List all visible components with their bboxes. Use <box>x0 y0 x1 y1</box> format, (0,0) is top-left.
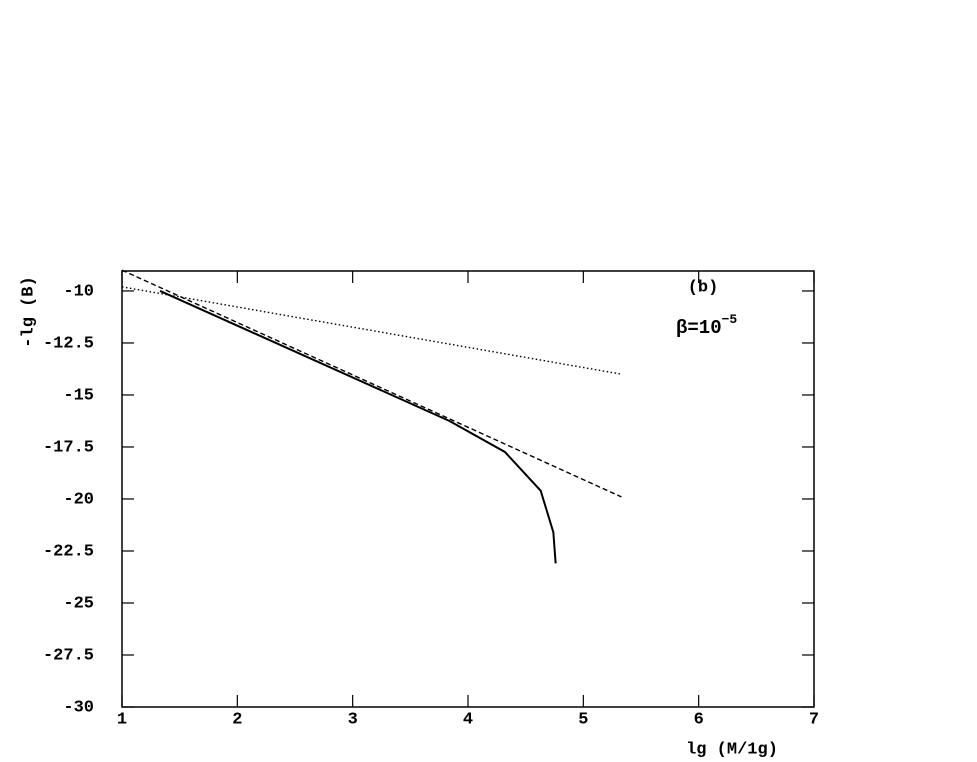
y-tick-label: -12.5 <box>43 334 94 353</box>
y-tick-label: -22.5 <box>43 542 94 561</box>
y-tick-label: -15 <box>63 386 94 405</box>
annotation: (b) <box>688 278 719 297</box>
x-tick-label: 1 <box>117 710 127 729</box>
x-tick-label: 2 <box>232 710 242 729</box>
x-tick-label: 4 <box>463 710 473 729</box>
x-tick-label: 3 <box>348 710 358 729</box>
y-tick-label: -30 <box>63 698 94 717</box>
y-axis-label: -lg (B) <box>19 276 38 347</box>
y-tick-label: -25 <box>63 594 94 613</box>
series-line <box>121 286 622 375</box>
series-line <box>159 290 557 564</box>
x-tick-label: 7 <box>809 710 819 729</box>
y-tick-label: -20 <box>63 490 94 509</box>
y-tick-label: -10 <box>63 282 94 301</box>
annotation-text: β=10 <box>676 317 722 339</box>
y-tick-label: -17.5 <box>43 438 94 457</box>
x-axis-label: lg (M/1g) <box>686 740 778 759</box>
x-tick-label: 5 <box>578 710 588 729</box>
annotation: β=10−5 <box>676 312 737 339</box>
annotation-sup: −5 <box>722 312 738 327</box>
series-line <box>121 269 622 498</box>
x-tick-label: 6 <box>694 710 704 729</box>
y-tick-label: -27.5 <box>43 646 94 665</box>
